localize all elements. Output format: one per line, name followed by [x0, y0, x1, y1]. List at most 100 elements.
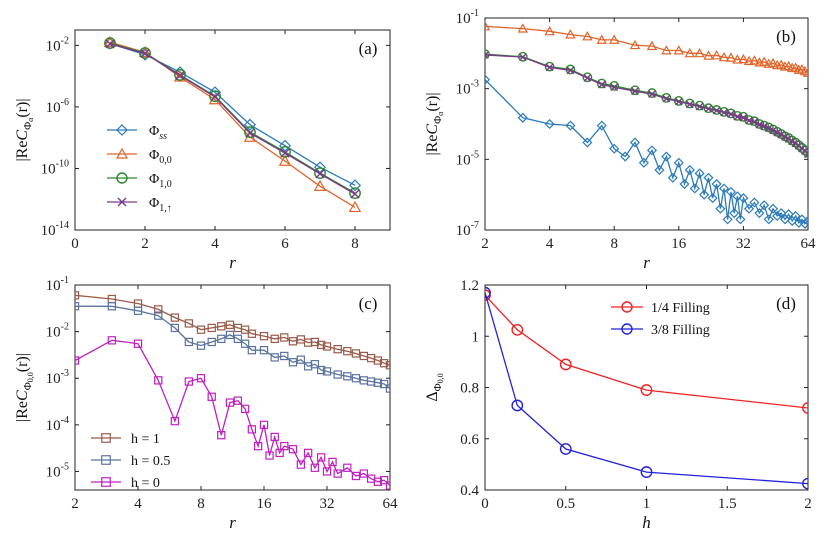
data-point: [288, 337, 298, 346]
series-layer: [485, 286, 808, 490]
legend-entry: 1/4 Filling: [651, 301, 710, 316]
data-point: [755, 120, 764, 129]
data-point: [722, 214, 733, 225]
y-tick-label: 0.8: [460, 381, 479, 397]
text-span: -3: [471, 79, 479, 90]
x-tick-label: 2: [71, 496, 79, 512]
data-point: [767, 57, 779, 68]
data-point: [609, 143, 620, 154]
data-point: [485, 49, 490, 60]
data-point: [673, 157, 684, 168]
data-point: [278, 139, 292, 152]
data-point: [684, 164, 695, 176]
data-point: [729, 208, 740, 219]
data-point: [225, 330, 235, 340]
text-span: 10: [456, 82, 471, 98]
data-point: [244, 126, 256, 139]
x-tick-label: 0: [71, 236, 79, 252]
data-point: [316, 340, 326, 350]
text-span: |Re: [14, 141, 31, 162]
data-point: [310, 337, 320, 347]
data-point: [133, 339, 143, 348]
data-point: [566, 66, 575, 75]
data-point: [217, 431, 226, 440]
series-line: [485, 54, 808, 155]
data-point: [608, 34, 620, 44]
text-span: ss: [159, 131, 167, 142]
data-point: [661, 151, 672, 162]
data-point: [233, 334, 243, 344]
legend-entry: Φ1,↑: [149, 196, 172, 214]
y-tick-label: 10-2: [46, 322, 69, 341]
legend: h = 1 h = 0.5 h = 0: [91, 432, 170, 491]
data-point: [545, 63, 554, 72]
data-point: [695, 102, 704, 111]
data-point: [280, 351, 289, 361]
data-point: [802, 402, 808, 414]
data-point: [270, 432, 279, 442]
y-tick-label: 1.2: [460, 278, 479, 294]
panel-label: (c): [359, 294, 378, 313]
series-line: [109, 41, 356, 208]
data-point: [184, 319, 194, 328]
text-span: 10: [456, 223, 471, 239]
legend-entry: h = 0: [131, 476, 160, 491]
x-tick-label: 64: [383, 496, 399, 512]
x-tick-label: 1: [643, 496, 651, 512]
series-line: [485, 25, 808, 74]
y-tick-label: 0.4: [460, 483, 479, 499]
data-point: [684, 47, 695, 58]
data-point: [75, 356, 80, 365]
data-point: [225, 320, 235, 329]
data-point: [582, 137, 593, 148]
text-span: C: [14, 130, 31, 141]
text-span: α: [436, 111, 445, 116]
data-point: [750, 118, 759, 126]
data-point: [485, 74, 491, 85]
text-span: Φ: [22, 122, 34, 130]
data-point: [278, 154, 292, 166]
data-point: [280, 333, 289, 342]
text-span: 1,0: [159, 179, 172, 190]
x-tick-label: 0.5: [556, 496, 575, 512]
data-point: [343, 463, 352, 472]
data-point: [749, 55, 760, 65]
series-line: [485, 292, 808, 485]
data-point: [754, 119, 765, 129]
data-point: [247, 425, 257, 434]
x-tick-label: 8: [610, 236, 618, 252]
data-point: [104, 37, 116, 50]
data-point: [802, 215, 808, 227]
text-span: 10: [456, 152, 471, 168]
y-tick-label: 10-4: [46, 415, 69, 434]
data-point: [544, 61, 555, 72]
data-point: [107, 336, 117, 345]
data-point: [667, 172, 678, 183]
y-tick-label: 10-1: [46, 275, 69, 294]
y-tick-label: 10-2: [46, 35, 69, 54]
data-point: [348, 179, 362, 192]
data-point: [596, 34, 607, 44]
data-point: [170, 323, 180, 333]
text-span: 10: [46, 100, 61, 116]
text-span: -1: [471, 8, 479, 19]
text-span: Φ: [22, 382, 34, 390]
data-point: [207, 337, 216, 347]
data-point: [597, 80, 606, 89]
data-point: [333, 345, 342, 354]
data-point: [638, 157, 649, 168]
data-point: [718, 183, 730, 194]
panel-label: (a): [359, 39, 378, 58]
data-point: [732, 54, 743, 64]
series-line: [485, 79, 808, 225]
series-line: [109, 43, 356, 195]
data-point: [518, 53, 527, 62]
text-span: |Re: [14, 401, 31, 422]
data-point: [280, 148, 290, 158]
data-point: [776, 208, 787, 219]
data-point: [646, 145, 658, 156]
y-axis-label: |ReCΦα(r)|: [14, 98, 35, 161]
data-point: [565, 29, 576, 39]
series-0: [485, 289, 808, 414]
text-span: 10: [46, 418, 61, 434]
